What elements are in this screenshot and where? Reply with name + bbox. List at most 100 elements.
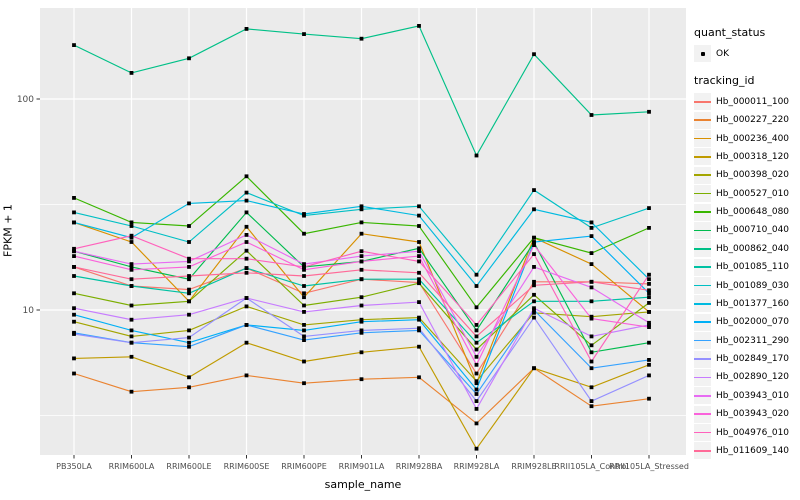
data-point (302, 310, 306, 314)
data-point (187, 328, 191, 333)
line-swatch-icon (694, 376, 711, 379)
line-swatch-icon (694, 394, 711, 397)
data-point (187, 312, 191, 317)
legend-title-quant-status: quant_status (694, 26, 766, 39)
x-tick-label: RRIM600PE (281, 462, 327, 471)
data-point (244, 248, 249, 253)
data-point (129, 233, 134, 238)
data-point (359, 267, 364, 272)
legend-item-Hb_000236_400: Hb_000236_400 (694, 130, 798, 148)
data-point (474, 421, 479, 426)
x-tick-label: RRIM600SE (224, 462, 270, 471)
legend-key (694, 387, 711, 405)
x-tick-label: RRIM901LA (339, 462, 385, 471)
legend-item-Hb_003943_010: Hb_003943_010 (694, 387, 798, 405)
data-point (129, 277, 134, 282)
data-point (72, 249, 76, 254)
data-point (647, 277, 651, 282)
data-point (244, 373, 249, 378)
line-swatch-icon (694, 266, 711, 268)
data-point (589, 343, 594, 348)
x-tick-label: RRII105LA_Stressed (609, 462, 689, 471)
data-point (359, 36, 364, 41)
data-point (474, 284, 479, 288)
data-point (474, 392, 479, 396)
data-point (72, 274, 76, 278)
data-point (244, 304, 249, 309)
line-swatch-icon (694, 229, 711, 232)
data-point (302, 338, 306, 342)
legend-key (694, 221, 711, 239)
legend-item-label: Hb_002000_070 (716, 317, 790, 328)
legend-key (694, 111, 711, 129)
data-point (589, 279, 594, 284)
data-point (647, 358, 651, 362)
data-point (474, 354, 479, 359)
data-point (532, 310, 536, 315)
data-point (129, 354, 134, 359)
legend-key (694, 258, 711, 276)
legend-item-Hb_000710_040: Hb_000710_040 (694, 221, 798, 239)
data-point (302, 334, 306, 339)
data-point (302, 291, 306, 296)
legend-item-label: Hb_000227_220 (716, 115, 790, 126)
data-point (589, 113, 594, 117)
data-point (359, 350, 364, 355)
data-point (244, 174, 249, 179)
data-point (532, 265, 536, 269)
data-point (417, 270, 421, 275)
data-point (129, 334, 134, 339)
data-point (244, 190, 249, 195)
legend-key (694, 148, 711, 166)
data-point (244, 256, 249, 261)
data-point (302, 274, 306, 278)
legend-key (694, 277, 711, 295)
data-point (474, 371, 479, 376)
x-tick-label: RRIM928LA (454, 462, 500, 471)
legend-item-Hb_001085_110: Hb_001085_110 (694, 258, 798, 276)
data-point (129, 240, 134, 244)
legend-item-Hb_000862_040: Hb_000862_040 (694, 240, 798, 258)
line-swatch-icon (694, 303, 711, 305)
data-point (187, 224, 191, 228)
data-point (72, 254, 76, 258)
data-point (417, 224, 421, 228)
y-axis-title: FPKM + 1 (1, 204, 15, 257)
line-swatch-icon (694, 450, 711, 452)
legend-item-label: Hb_000648_080 (716, 207, 790, 218)
data-point (647, 272, 651, 277)
data-point (647, 109, 651, 114)
data-point (474, 305, 479, 310)
line-swatch-icon (694, 431, 711, 434)
data-point (359, 317, 364, 322)
line-swatch-icon (694, 156, 711, 158)
line-swatch-icon (694, 174, 711, 177)
data-point (359, 231, 364, 236)
data-point (417, 204, 421, 209)
x-tick-label: RRII105LA_Control (554, 462, 628, 471)
data-point (244, 296, 249, 300)
data-point (474, 340, 479, 345)
data-point (359, 319, 364, 324)
data-point (417, 24, 421, 28)
data-point (474, 446, 479, 451)
data-point (72, 210, 76, 215)
data-point (589, 399, 594, 403)
legend-item-label: Hb_001085_110 (716, 262, 790, 273)
data-point (187, 240, 191, 244)
data-point (474, 407, 479, 411)
data-point (589, 251, 594, 255)
data-point (532, 292, 536, 297)
legend-key (694, 313, 711, 331)
data-point (72, 356, 76, 361)
data-point (589, 220, 594, 225)
data-point (417, 328, 421, 333)
data-point (647, 362, 651, 367)
data-point (589, 366, 594, 371)
legend-item-Hb_000318_120: Hb_000318_120 (694, 148, 798, 166)
point-marker-icon (700, 51, 705, 56)
data-point (302, 267, 306, 272)
data-point (244, 210, 249, 215)
